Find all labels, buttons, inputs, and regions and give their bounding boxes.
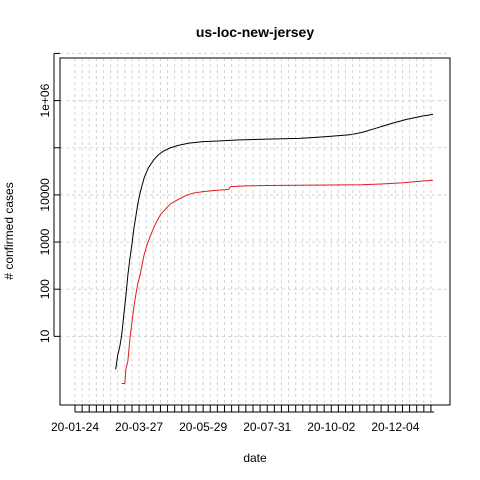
series-layer [115, 113, 434, 384]
y-tick-label: 10000 [38, 178, 52, 212]
x-tick-label: 20-07-31 [243, 420, 291, 434]
axis-layer: 20-01-24 20-03-27 20-05-29 20-07-31 20-10-02… [38, 52, 434, 434]
series-line-deaths [121, 179, 434, 384]
x-tick-label: 20-03-27 [115, 420, 163, 434]
plot-border [59, 57, 451, 406]
y-tick-label: 1000 [38, 228, 52, 255]
y-tick-label: 100 [38, 279, 52, 299]
chart-title: us-loc-new-jersey [196, 24, 314, 40]
x-tick-label: 20-10-02 [307, 420, 355, 434]
y-tick-label: 1e+06 [38, 83, 52, 117]
y-tick-label: 10 [38, 329, 52, 343]
x-tick-label: 20-01-24 [51, 420, 99, 434]
x-tick-label: 20-05-29 [179, 420, 227, 434]
x-axis-label: date [243, 451, 267, 465]
grid-layer [60, 52, 450, 405]
series-line-confirmed [115, 113, 434, 370]
x-tick-label: 20-12-04 [371, 420, 419, 434]
y-axis-label: # confirmed cases [2, 182, 16, 279]
